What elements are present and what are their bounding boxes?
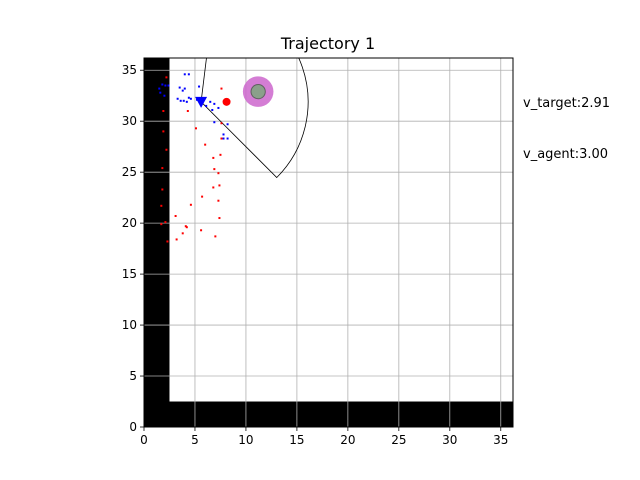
y-tick-label: 5 bbox=[129, 369, 137, 383]
agent-marker bbox=[195, 96, 208, 108]
trajectory-point bbox=[160, 204, 163, 207]
trajectory-point bbox=[212, 186, 215, 189]
y-tick-label: 0 bbox=[129, 420, 137, 434]
trajectory-point bbox=[213, 168, 216, 171]
trajectory-point bbox=[187, 96, 190, 99]
trajectory-point bbox=[213, 121, 216, 124]
trajectory-point bbox=[217, 172, 220, 175]
trajectory-point bbox=[194, 127, 197, 130]
trajectory-point bbox=[222, 133, 225, 136]
y-tick-label: 15 bbox=[122, 267, 137, 281]
trajectory-point bbox=[214, 235, 217, 238]
trajectory-point bbox=[212, 156, 215, 159]
trajectory-point bbox=[186, 110, 189, 113]
x-tick-label: 15 bbox=[289, 433, 304, 447]
trajectory-point bbox=[161, 188, 164, 191]
trajectory-point bbox=[187, 73, 190, 76]
trajectory-point bbox=[165, 148, 168, 151]
trajectory-point bbox=[166, 240, 169, 243]
trajectory-point bbox=[164, 84, 167, 87]
chart-title: Trajectory 1 bbox=[280, 34, 375, 53]
trajectory-point bbox=[161, 83, 164, 86]
trajectory-point bbox=[204, 143, 207, 146]
trajectory-point bbox=[181, 232, 184, 235]
trajectory-point bbox=[226, 123, 229, 126]
trajectory-point bbox=[164, 221, 167, 224]
trajectory-point bbox=[211, 108, 214, 111]
wall-1 bbox=[144, 401, 513, 427]
view-cone bbox=[200, 58, 309, 179]
trajectory-point bbox=[162, 110, 165, 113]
trajectory-point bbox=[159, 91, 162, 94]
trajectory-point bbox=[178, 86, 181, 89]
x-tick-label: 20 bbox=[340, 433, 355, 447]
trajectory-point bbox=[189, 203, 192, 206]
trajectory-point bbox=[185, 100, 188, 103]
trajectory-point bbox=[218, 184, 221, 187]
trajectory-point bbox=[220, 122, 223, 125]
trajectory-point bbox=[205, 104, 208, 107]
plot-background bbox=[144, 58, 513, 427]
y-tick-label: 20 bbox=[122, 216, 137, 230]
trajectory-point bbox=[163, 94, 166, 97]
v-agent-label: v_agent:3.00 bbox=[523, 147, 609, 162]
trajectory-point bbox=[217, 106, 220, 109]
trajectory-point bbox=[200, 229, 203, 232]
trajectory-point bbox=[182, 99, 185, 102]
trajectory-point bbox=[174, 214, 177, 217]
trajectory-point bbox=[201, 195, 204, 198]
wall-0 bbox=[144, 58, 170, 427]
x-tick-label: 5 bbox=[191, 433, 199, 447]
y-tick-label: 25 bbox=[122, 165, 137, 179]
trajectory-point bbox=[176, 97, 179, 100]
x-tick-label: 10 bbox=[238, 433, 253, 447]
trajectory-point bbox=[162, 130, 165, 133]
trajectory-point bbox=[160, 223, 163, 226]
trajectory-point bbox=[220, 137, 223, 140]
plot-area: 0 5 10 15 20 25 30 35 0 5 10 15 20 25 30 35 bbox=[122, 57, 514, 447]
trajectory-point bbox=[165, 76, 168, 79]
y-tick-label: 30 bbox=[122, 114, 137, 128]
trajectory-point bbox=[183, 87, 186, 90]
trajectory-point bbox=[158, 87, 161, 90]
target-marker bbox=[222, 97, 231, 106]
trajectory-point bbox=[183, 73, 186, 76]
trajectory-point bbox=[175, 238, 178, 241]
trajectory-point bbox=[226, 137, 229, 140]
v-target-label: v_target:2.91 bbox=[523, 96, 611, 111]
goal-center bbox=[250, 84, 266, 100]
trajectory-point bbox=[220, 87, 223, 90]
x-tick-label: 35 bbox=[493, 433, 508, 447]
trajectory-point bbox=[219, 153, 222, 156]
y-tick-label: 10 bbox=[122, 318, 137, 332]
plot-frame bbox=[143, 57, 514, 428]
trajectory-point bbox=[185, 226, 188, 229]
trajectory-point bbox=[179, 99, 182, 102]
trajectory-point bbox=[184, 225, 187, 228]
trajectory-point bbox=[218, 217, 221, 220]
x-tick-label: 30 bbox=[442, 433, 457, 447]
x-tick-label: 25 bbox=[391, 433, 406, 447]
trajectory-point bbox=[167, 84, 170, 87]
trajectory-point bbox=[198, 85, 201, 88]
trajectory-point bbox=[222, 137, 225, 140]
trajectory-point bbox=[217, 199, 220, 202]
trajectory-point bbox=[213, 102, 216, 105]
trajectory-point bbox=[209, 100, 212, 103]
trajectory-point bbox=[189, 97, 192, 100]
trajectory-point bbox=[161, 167, 164, 170]
y-tick-label: 35 bbox=[122, 63, 137, 77]
x-tick-label: 0 bbox=[140, 433, 148, 447]
trajectory-point bbox=[181, 89, 184, 92]
plot-content bbox=[144, 58, 513, 427]
